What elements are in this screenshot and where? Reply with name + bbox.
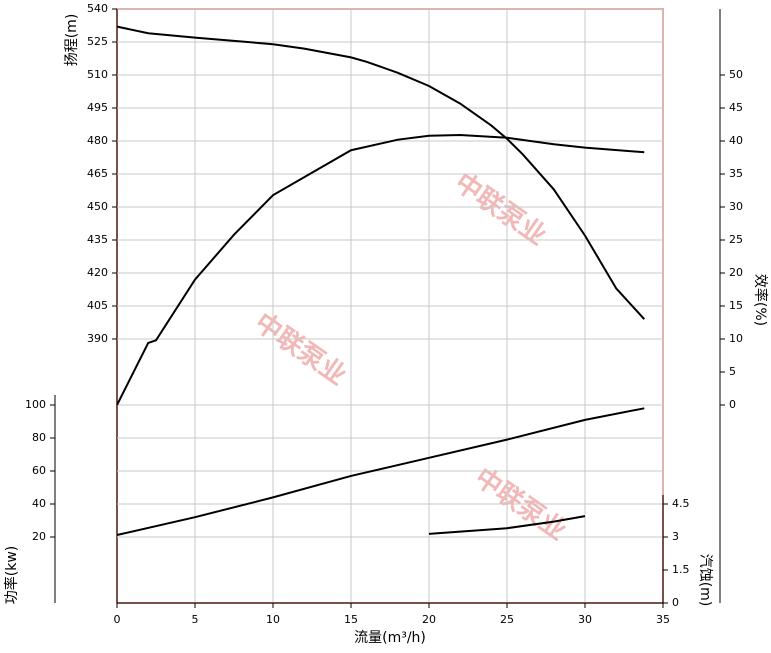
y-tick-label: 50 [729,68,743,81]
x-tick-label: 5 [192,613,199,626]
watermark: 中联泵业 [449,167,551,251]
y-tick-label: 405 [87,299,108,312]
y-tick-label: 40 [32,497,46,510]
x-axis-label: 流量(m³/h) [354,630,426,646]
y-axis-label: 功率(kw) [3,546,20,604]
watermark: 中联泵业 [249,307,351,391]
y-tick-label: 435 [87,233,108,246]
curve [116,407,645,536]
y-tick-label: 4.5 [672,497,690,510]
y-tick-label: 480 [87,134,108,147]
y-tick-label: 10 [729,332,743,345]
y-tick-label: 495 [87,101,108,114]
y-tick-label: 0 [672,596,679,609]
y-axis-label: 效率(%) [752,274,769,326]
y-tick-label: 25 [729,233,743,246]
y-tick-label: 30 [729,200,743,213]
x-tick-label: 25 [500,613,514,626]
curve [116,134,645,406]
x-tick-label: 35 [656,613,670,626]
y-tick-label: 20 [32,530,46,543]
y-tick-label: 525 [87,35,108,48]
y-tick-label: 0 [729,398,736,411]
x-tick-label: 20 [422,613,436,626]
y-tick-label: 40 [729,134,743,147]
x-tick-label: 15 [344,613,358,626]
y-tick-label: 35 [729,167,743,180]
y-tick-label: 45 [729,101,743,114]
y-tick-label: 390 [87,332,108,345]
y-tick-label: 1.5 [672,563,690,576]
y-tick-label: 100 [25,398,46,411]
x-tick-label: 0 [114,613,121,626]
y-tick-label: 15 [729,299,743,312]
x-tick-label: 10 [266,613,280,626]
y-tick-label: 80 [32,431,46,444]
y-tick-label: 3 [672,530,679,543]
watermark: 中联泵业 [469,462,571,546]
y-tick-label: 450 [87,200,108,213]
x-tick-label: 30 [578,613,592,626]
y-tick-label: 5 [729,365,736,378]
y-tick-label: 20 [729,266,743,279]
y-axis-label: 扬程(m) [64,14,80,67]
curve [116,25,646,320]
y-tick-label: 60 [32,464,46,477]
curve [428,515,586,535]
y-tick-label: 465 [87,167,108,180]
y-tick-label: 420 [87,266,108,279]
y-tick-label: 540 [87,2,108,15]
y-tick-label: 510 [87,68,108,81]
y-axis-label: 汽蚀(m) [697,554,713,607]
